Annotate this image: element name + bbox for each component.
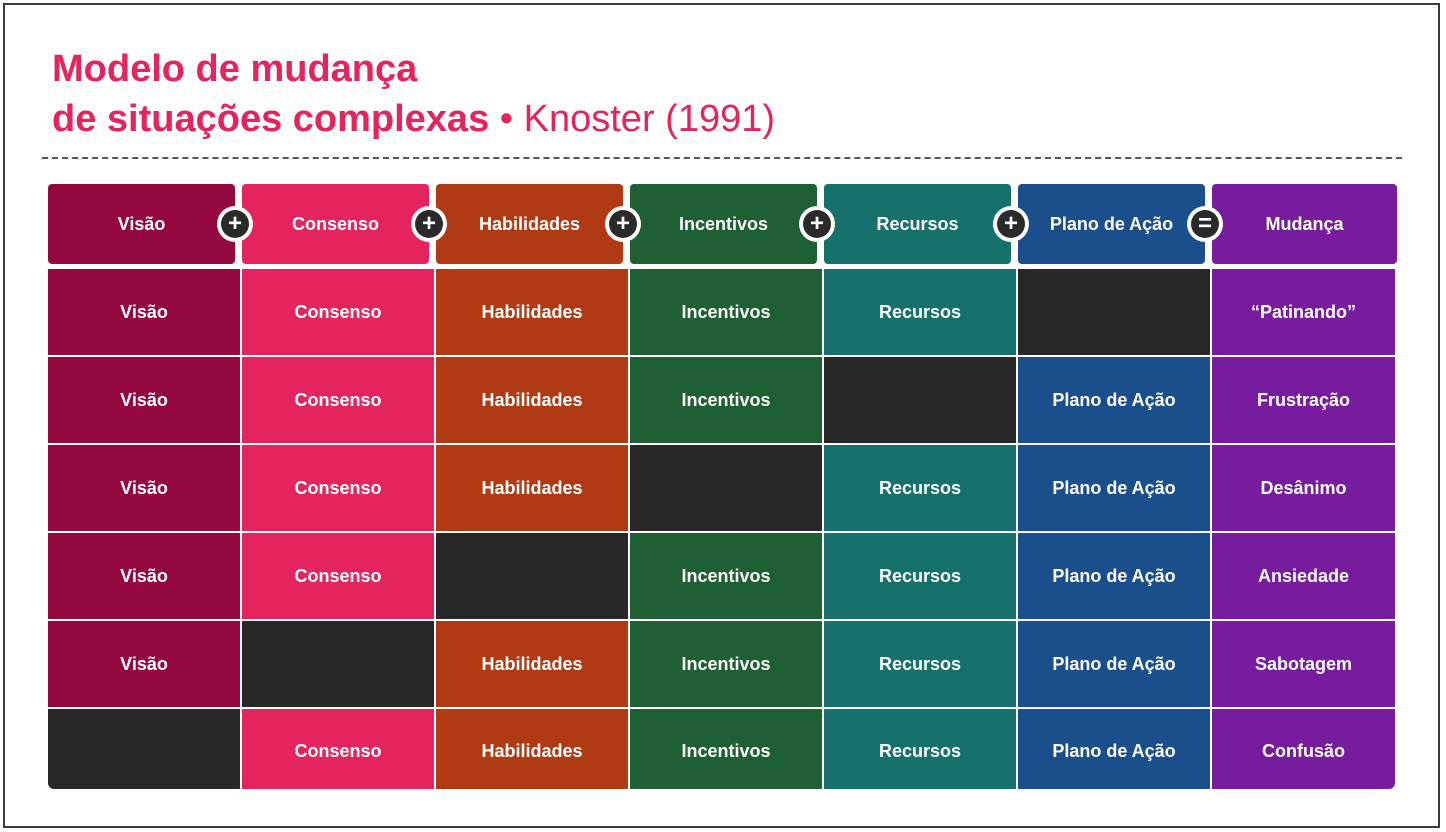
equals-icon: =: [1187, 206, 1223, 242]
missing-cell: [824, 357, 1018, 445]
missing-cell: [630, 445, 824, 533]
cell-incentivos: Incentivos: [630, 709, 824, 789]
cell-recursos: Recursos: [824, 621, 1018, 709]
cell-incentivos: Incentivos: [630, 357, 824, 445]
cell-plano-de-acao: Plano de Ação: [1018, 533, 1212, 621]
cell-habilidades: Habilidades: [436, 621, 630, 709]
cell-mudanca: Sabotagem: [1212, 621, 1395, 709]
title-line-2: de situações complexas: [52, 98, 490, 140]
cell-visao: Visão: [48, 357, 242, 445]
outcome-table: Visão Consenso Habilidades Incentivos Recurs…: [48, 269, 1395, 789]
missing-cell: [1018, 269, 1212, 357]
cell-mudanca: “Patinando”: [1212, 269, 1395, 357]
cell-plano-de-acao: Plano de Ação: [1018, 709, 1212, 789]
cell-plano-de-acao: Plano de Ação: [1018, 357, 1212, 445]
cell-habilidades: Habilidades: [436, 269, 630, 357]
cell-habilidades: Habilidades: [436, 357, 630, 445]
cell-mudanca: Ansiedade: [1212, 533, 1395, 621]
cell-recursos: Recursos: [824, 269, 1018, 357]
header-mudanca: Mudança: [1212, 184, 1397, 264]
cell-plano-de-acao: Plano de Ação: [1018, 445, 1212, 533]
plus-icon: +: [217, 206, 253, 242]
cell-visao: Visão: [48, 621, 242, 709]
cell-plano-de-acao: Plano de Ação: [1018, 621, 1212, 709]
cell-visao: Visão: [48, 533, 242, 621]
cell-habilidades: Habilidades: [436, 445, 630, 533]
page-title: Modelo de mudança de situações complexas…: [52, 44, 775, 144]
header-consenso: Consenso: [242, 184, 429, 264]
cell-consenso: Consenso: [242, 533, 436, 621]
formula-header: Visão Consenso Habilidades Incentivos Recurs…: [48, 184, 1397, 264]
header-visao: Visão: [48, 184, 235, 264]
title-author: • Knoster (1991): [489, 98, 775, 140]
header-recursos: Recursos: [824, 184, 1011, 264]
cell-consenso: Consenso: [242, 269, 436, 357]
cell-recursos: Recursos: [824, 709, 1018, 789]
cell-mudanca: Desânimo: [1212, 445, 1395, 533]
plus-icon: +: [605, 206, 641, 242]
cell-visao: Visão: [48, 269, 242, 357]
header-incentivos: Incentivos: [630, 184, 817, 264]
cell-recursos: Recursos: [824, 533, 1018, 621]
cell-recursos: Recursos: [824, 445, 1018, 533]
cell-consenso: Consenso: [242, 445, 436, 533]
missing-cell: [242, 621, 436, 709]
plus-icon: +: [799, 206, 835, 242]
cell-habilidades: Habilidades: [436, 709, 630, 789]
title-line-1: Modelo de mudança: [52, 48, 418, 90]
cell-mudanca: Frustração: [1212, 357, 1395, 445]
plus-icon: +: [411, 206, 447, 242]
header-habilidades: Habilidades: [436, 184, 623, 264]
dashed-divider: [42, 157, 1402, 159]
cell-incentivos: Incentivos: [630, 621, 824, 709]
header-plano-de-acao: Plano de Ação: [1018, 184, 1205, 264]
cell-incentivos: Incentivos: [630, 269, 824, 357]
cell-incentivos: Incentivos: [630, 533, 824, 621]
missing-cell: [48, 709, 242, 789]
cell-consenso: Consenso: [242, 357, 436, 445]
cell-mudanca: Confusão: [1212, 709, 1395, 789]
cell-consenso: Consenso: [242, 709, 436, 789]
plus-icon: +: [993, 206, 1029, 242]
missing-cell: [436, 533, 630, 621]
cell-visao: Visão: [48, 445, 242, 533]
